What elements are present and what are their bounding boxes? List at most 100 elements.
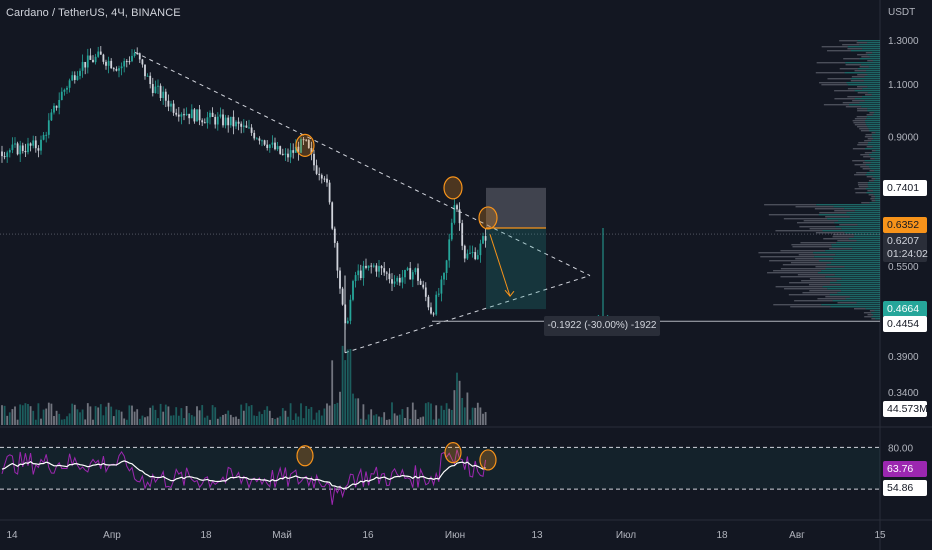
volume-bar xyxy=(105,406,107,425)
candle-body xyxy=(419,280,422,285)
volume-bar xyxy=(16,419,19,425)
volume-profile-bar xyxy=(869,56,880,58)
candle-body xyxy=(248,127,250,129)
volume-profile-bar xyxy=(825,250,880,252)
time-tick-label: 15 xyxy=(874,530,886,541)
volume-profile-bar xyxy=(789,282,831,284)
volume-bar xyxy=(45,408,48,425)
volume-profile-bar xyxy=(773,270,822,272)
volume-bar xyxy=(167,406,170,425)
price-tag-countdown: 01:24:02 xyxy=(883,246,928,263)
volume-profile-bar xyxy=(800,242,837,244)
volume-profile-bar xyxy=(861,56,870,58)
volume-profile-bar xyxy=(850,80,864,82)
volume-profile-bar xyxy=(849,296,880,298)
candle-body xyxy=(219,114,222,117)
volume-profile-bar xyxy=(831,262,880,264)
candle-body xyxy=(94,56,97,63)
candle-body xyxy=(240,123,243,127)
volume-profile-bar xyxy=(867,190,874,192)
volume-bar xyxy=(380,417,383,425)
volume-bar xyxy=(21,405,24,425)
volume-bar xyxy=(430,403,432,425)
candle-body xyxy=(164,91,167,101)
volume-profile-bar xyxy=(861,202,870,204)
volume-profile-bar xyxy=(862,88,880,90)
volume-profile-bar xyxy=(856,116,868,118)
volume-profile-bar xyxy=(867,60,873,62)
volume-profile-bar xyxy=(874,158,880,160)
profit-zone xyxy=(486,227,546,310)
volume-profile-bar xyxy=(865,308,880,310)
price-tick-label: 0.3400 xyxy=(888,388,919,399)
volume-bar xyxy=(424,403,427,425)
volume-profile-bar xyxy=(802,292,838,294)
volume-profile-bar xyxy=(872,134,880,136)
volume-bar xyxy=(476,402,479,425)
volume-profile-bar xyxy=(847,48,863,50)
volume-profile-bar xyxy=(845,62,880,64)
candle-body xyxy=(167,100,170,107)
volume-bar xyxy=(37,403,40,425)
volume-bar xyxy=(118,410,120,425)
volume-profile-bar xyxy=(852,100,865,102)
volume-bar xyxy=(146,416,149,425)
volume-profile-bar xyxy=(869,154,880,156)
volume-profile-bar xyxy=(837,240,857,242)
time-tick-label: 13 xyxy=(531,530,543,541)
candle-body xyxy=(235,121,237,127)
volume-bar xyxy=(79,412,81,425)
volume-bar xyxy=(318,410,321,425)
volume-profile-bar xyxy=(851,78,880,80)
volume-profile-bar xyxy=(792,246,832,248)
candle-body xyxy=(227,117,230,126)
candle-body xyxy=(422,284,425,288)
volume-bar xyxy=(190,415,193,425)
volume-bar xyxy=(216,418,219,425)
candle-body xyxy=(375,265,378,272)
candle-body xyxy=(435,294,438,315)
volume-profile-bar xyxy=(862,162,871,164)
volume-profile-bar xyxy=(865,148,880,150)
candle-body xyxy=(378,266,380,272)
candle-body xyxy=(79,70,81,76)
volume-profile-bar xyxy=(836,280,880,282)
candle-body xyxy=(222,114,224,126)
volume-bar xyxy=(240,404,243,425)
candle-body xyxy=(258,138,261,141)
volume-profile-bar xyxy=(769,260,820,262)
candle-body xyxy=(463,245,466,259)
time-tick-label: 18 xyxy=(716,530,728,541)
volume-bar xyxy=(250,405,253,425)
volume-profile-bar xyxy=(844,266,880,268)
volume-profile-bar xyxy=(865,52,873,54)
candle-body xyxy=(391,279,393,284)
volume-profile-bar xyxy=(809,290,842,292)
volume-profile-bar xyxy=(875,178,880,180)
volume-bar xyxy=(336,402,339,425)
candle-body xyxy=(469,252,471,254)
volume-profile-bar xyxy=(867,144,880,146)
volume-profile-bar xyxy=(795,206,834,208)
candle-body xyxy=(424,287,427,297)
volume-profile-bar xyxy=(848,238,880,240)
candle-body xyxy=(437,293,440,295)
volume-bar xyxy=(151,405,154,425)
candle-body xyxy=(190,109,193,119)
volume-profile-bar xyxy=(784,288,828,290)
volume-profile-bar xyxy=(780,250,826,252)
volume-profile-bar xyxy=(854,174,866,176)
volume-profile-bar xyxy=(837,292,880,294)
symbol-title[interactable]: Cardano / TetherUS, 4Ч, BINANCE xyxy=(6,7,181,19)
volume-profile-bar xyxy=(780,276,826,278)
currency-label: USDT xyxy=(888,7,916,18)
volume-bar xyxy=(159,403,162,425)
volume-profile-bar xyxy=(854,210,880,212)
volume-bar xyxy=(427,402,430,425)
candle-body xyxy=(73,75,76,80)
volume-profile-bar xyxy=(821,46,848,48)
volume-profile-bar xyxy=(764,204,817,206)
volume-profile-bar xyxy=(841,228,880,230)
volume-profile-bar xyxy=(862,48,880,50)
